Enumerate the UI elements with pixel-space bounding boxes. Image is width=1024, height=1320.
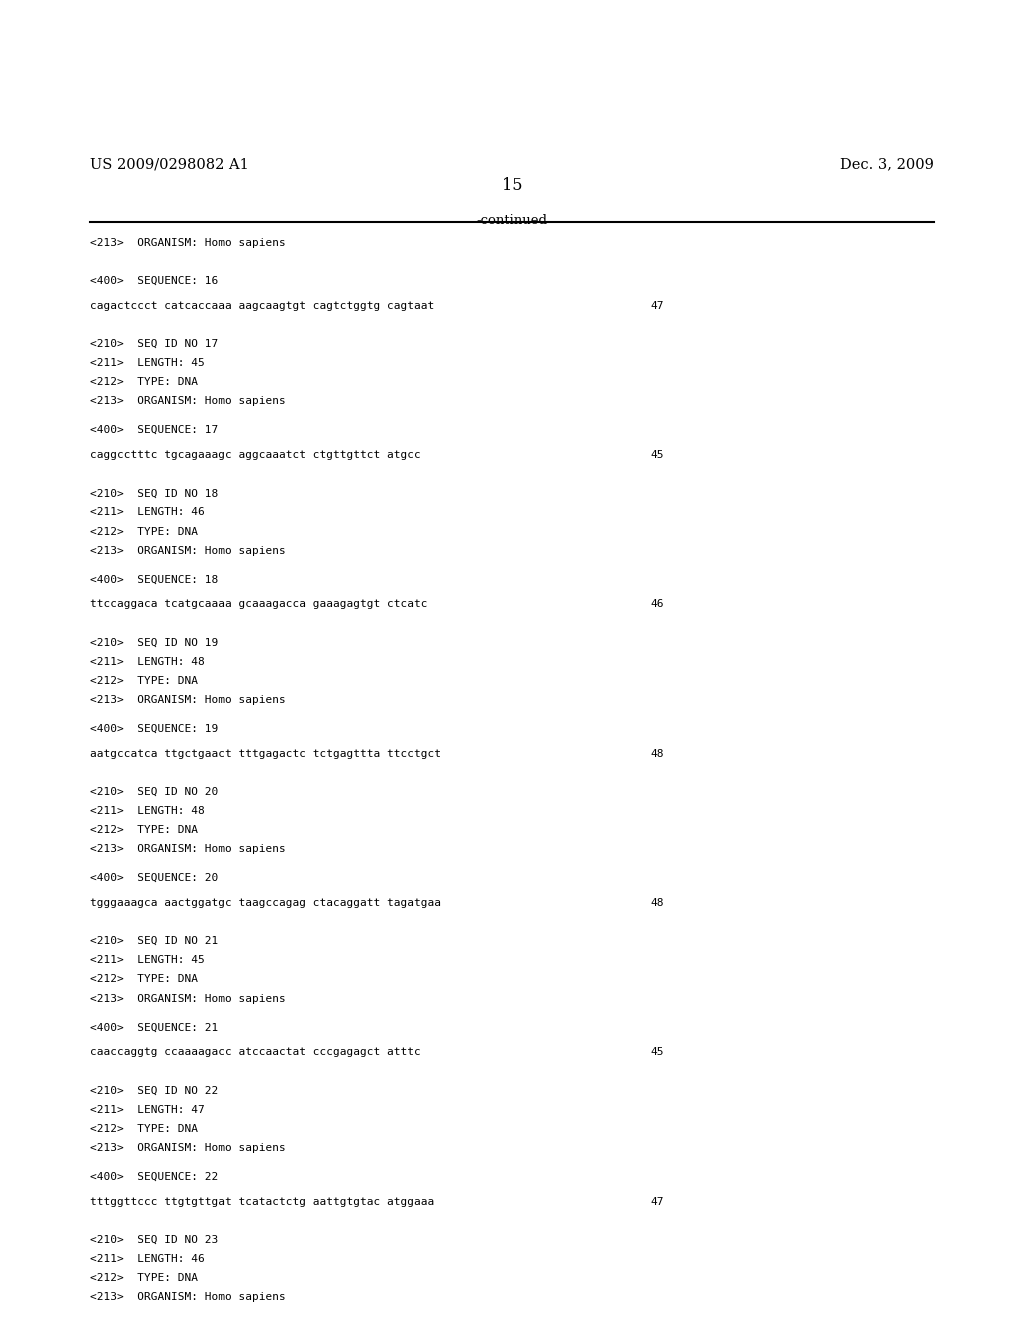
Text: 48: 48: [650, 898, 664, 908]
Text: 48: 48: [650, 748, 664, 759]
Text: <400>  SEQUENCE: 20: <400> SEQUENCE: 20: [90, 873, 218, 883]
Text: <212>  TYPE: DNA: <212> TYPE: DNA: [90, 974, 198, 985]
Text: 45: 45: [650, 1047, 664, 1057]
Text: <400>  SEQUENCE: 17: <400> SEQUENCE: 17: [90, 425, 218, 436]
Text: <211>  LENGTH: 45: <211> LENGTH: 45: [90, 956, 205, 965]
Text: <211>  LENGTH: 48: <211> LENGTH: 48: [90, 807, 205, 816]
Text: <211>  LENGTH: 46: <211> LENGTH: 46: [90, 1254, 205, 1265]
Text: <213>  ORGANISM: Homo sapiens: <213> ORGANISM: Homo sapiens: [90, 994, 286, 1003]
Text: <212>  TYPE: DNA: <212> TYPE: DNA: [90, 1272, 198, 1283]
Text: <400>  SEQUENCE: 22: <400> SEQUENCE: 22: [90, 1172, 218, 1181]
Text: <400>  SEQUENCE: 16: <400> SEQUENCE: 16: [90, 276, 218, 286]
Text: Dec. 3, 2009: Dec. 3, 2009: [840, 157, 934, 172]
Text: <212>  TYPE: DNA: <212> TYPE: DNA: [90, 825, 198, 836]
Text: <210>  SEQ ID NO 21: <210> SEQ ID NO 21: [90, 936, 218, 946]
Text: <210>  SEQ ID NO 23: <210> SEQ ID NO 23: [90, 1234, 218, 1245]
Text: 45: 45: [650, 450, 664, 461]
Text: <213>  ORGANISM: Homo sapiens: <213> ORGANISM: Homo sapiens: [90, 545, 286, 556]
Text: <213>  ORGANISM: Homo sapiens: <213> ORGANISM: Homo sapiens: [90, 1292, 286, 1303]
Text: cagactccct catcaccaaa aagcaagtgt cagtctggtg cagtaat: cagactccct catcaccaaa aagcaagtgt cagtctg…: [90, 301, 434, 310]
Text: caaccaggtg ccaaaagacc atccaactat cccgagagct atttc: caaccaggtg ccaaaagacc atccaactat cccgaga…: [90, 1047, 421, 1057]
Text: 15: 15: [502, 177, 522, 194]
Text: <212>  TYPE: DNA: <212> TYPE: DNA: [90, 676, 198, 686]
Text: <212>  TYPE: DNA: <212> TYPE: DNA: [90, 527, 198, 537]
Text: <211>  LENGTH: 46: <211> LENGTH: 46: [90, 507, 205, 517]
Text: -continued: -continued: [476, 214, 548, 227]
Text: <211>  LENGTH: 45: <211> LENGTH: 45: [90, 358, 205, 368]
Text: caggcctttc tgcagaaagc aggcaaatct ctgttgttct atgcc: caggcctttc tgcagaaagc aggcaaatct ctgttgt…: [90, 450, 421, 461]
Text: <400>  SEQUENCE: 21: <400> SEQUENCE: 21: [90, 1022, 218, 1032]
Text: <212>  TYPE: DNA: <212> TYPE: DNA: [90, 378, 198, 387]
Text: <213>  ORGANISM: Homo sapiens: <213> ORGANISM: Homo sapiens: [90, 238, 286, 248]
Text: aatgccatca ttgctgaact tttgagactc tctgagttta ttcctgct: aatgccatca ttgctgaact tttgagactc tctgagt…: [90, 748, 441, 759]
Text: <400>  SEQUENCE: 18: <400> SEQUENCE: 18: [90, 574, 218, 585]
Text: <210>  SEQ ID NO 20: <210> SEQ ID NO 20: [90, 787, 218, 797]
Text: <210>  SEQ ID NO 18: <210> SEQ ID NO 18: [90, 488, 218, 499]
Text: 46: 46: [650, 599, 664, 610]
Text: tgggaaagca aactggatgc taagccagag ctacaggatt tagatgaa: tgggaaagca aactggatgc taagccagag ctacagg…: [90, 898, 441, 908]
Text: <210>  SEQ ID NO 17: <210> SEQ ID NO 17: [90, 339, 218, 348]
Text: 47: 47: [650, 1196, 664, 1206]
Text: ttccaggaca tcatgcaaaa gcaaagacca gaaagagtgt ctcatc: ttccaggaca tcatgcaaaa gcaaagacca gaaagag…: [90, 599, 428, 610]
Text: tttggttccc ttgtgttgat tcatactctg aattgtgtac atggaaa: tttggttccc ttgtgttgat tcatactctg aattgtg…: [90, 1196, 434, 1206]
Text: <212>  TYPE: DNA: <212> TYPE: DNA: [90, 1123, 198, 1134]
Text: <213>  ORGANISM: Homo sapiens: <213> ORGANISM: Homo sapiens: [90, 1143, 286, 1152]
Text: <213>  ORGANISM: Homo sapiens: <213> ORGANISM: Homo sapiens: [90, 845, 286, 854]
Text: US 2009/0298082 A1: US 2009/0298082 A1: [90, 157, 249, 172]
Text: 47: 47: [650, 301, 664, 310]
Text: <211>  LENGTH: 47: <211> LENGTH: 47: [90, 1105, 205, 1114]
Text: <210>  SEQ ID NO 19: <210> SEQ ID NO 19: [90, 638, 218, 648]
Text: <210>  SEQ ID NO 22: <210> SEQ ID NO 22: [90, 1085, 218, 1096]
Text: <213>  ORGANISM: Homo sapiens: <213> ORGANISM: Homo sapiens: [90, 696, 286, 705]
Text: <211>  LENGTH: 48: <211> LENGTH: 48: [90, 657, 205, 667]
Text: <400>  SEQUENCE: 19: <400> SEQUENCE: 19: [90, 723, 218, 734]
Text: <213>  ORGANISM: Homo sapiens: <213> ORGANISM: Homo sapiens: [90, 396, 286, 407]
